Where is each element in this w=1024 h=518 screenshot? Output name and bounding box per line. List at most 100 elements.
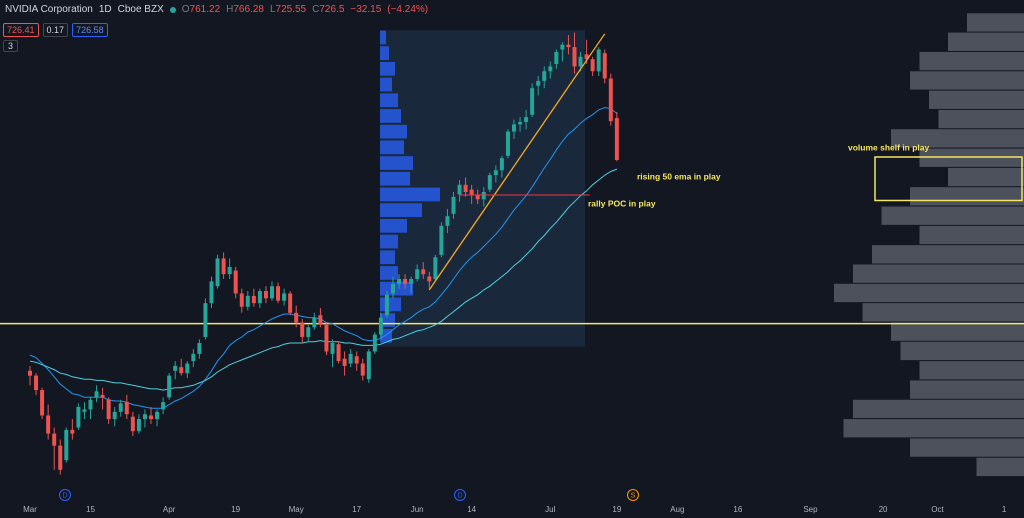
label: L: [269, 4, 276, 15]
candle-body: [439, 225, 444, 255]
volume-profile-bar: [919, 225, 1024, 245]
candle-body: [70, 429, 75, 434]
candle-body: [306, 327, 311, 337]
event-marker: [454, 489, 466, 501]
trendline: [428, 33, 606, 291]
candle-body: [197, 342, 202, 354]
candle-body: [40, 390, 45, 416]
candle-body: [403, 278, 408, 284]
candle-body: [505, 131, 510, 156]
candle-body: [118, 403, 123, 412]
x-tick-label: Aug: [670, 505, 684, 514]
indicator-toggle[interactable]: 3: [3, 40, 19, 52]
candle-body: [142, 414, 147, 420]
candle-body: [512, 124, 516, 132]
volume-profile-bar: [948, 167, 1024, 187]
event-label: D: [62, 492, 67, 499]
candle-body: [155, 411, 160, 420]
annotation: volume shelf in play: [848, 142, 930, 152]
candle-body: [572, 47, 577, 67]
candle-body: [52, 433, 57, 446]
label: H: [226, 4, 234, 15]
candle-body: [263, 291, 268, 299]
x-tick-label: 20: [879, 505, 888, 514]
ohlc-low: L725.55: [270, 4, 306, 15]
ohlc-open: O761.22: [182, 4, 220, 15]
x-tick-label: Jul: [545, 505, 555, 514]
label: C: [312, 4, 320, 15]
candle-body: [130, 416, 135, 432]
range-profile-bar: [380, 124, 407, 139]
volume-profile-bar: [910, 380, 1024, 399]
ohlc-high: H766.28: [226, 4, 264, 15]
candle-body: [391, 283, 395, 294]
volume-profile-bar: [948, 32, 1024, 51]
candle-body: [64, 429, 69, 461]
candle-body: [451, 196, 456, 214]
volume-profile-bar: [929, 90, 1024, 109]
x-tick-label: Sep: [803, 505, 818, 514]
candle-body: [530, 88, 535, 115]
candle-body: [415, 269, 420, 279]
candle-body: [457, 184, 462, 195]
annotation: rally POC in play: [588, 198, 656, 208]
value: 726.5: [319, 4, 345, 15]
candle-body: [215, 258, 220, 287]
candle-body: [191, 353, 196, 362]
range-profile-bar: [380, 171, 410, 186]
shelf-box: [874, 156, 1023, 202]
bid[interactable]: 726.41: [3, 23, 39, 37]
candle-body: [173, 365, 178, 371]
volume-profile-bar: [910, 438, 1024, 457]
event-label: D: [457, 492, 462, 499]
candle-body: [318, 315, 323, 325]
candle-body: [518, 121, 523, 125]
x-tick-label: 19: [612, 505, 621, 514]
candle-body: [524, 117, 529, 122]
x-tick-label: Oct: [931, 505, 944, 514]
status-dot: [169, 6, 176, 13]
candle-body: [433, 257, 438, 279]
symbol[interactable]: NVIDIA Corporation: [5, 4, 93, 15]
candle-body: [608, 78, 613, 122]
candle-body: [469, 189, 474, 195]
ask[interactable]: 726.58: [72, 23, 108, 37]
candle-body: [384, 294, 389, 316]
candle-body: [257, 291, 262, 304]
range-profile-bar: [380, 250, 395, 265]
exchange: Cboe BZX: [117, 4, 164, 15]
candle-body: [282, 293, 287, 301]
volume-profile-bar: [900, 341, 1024, 361]
candle-body: [566, 44, 571, 48]
candle-body: [161, 402, 166, 410]
label: O: [181, 4, 190, 15]
candle-body: [584, 54, 589, 60]
range-profile-bar: [380, 61, 395, 76]
candle-body: [409, 278, 414, 284]
candle-body: [445, 216, 450, 226]
interval[interactable]: 1D: [98, 4, 112, 15]
range-profile-bar: [380, 297, 401, 312]
candle-body: [88, 399, 93, 410]
range-profile-bar: [380, 77, 392, 92]
candle-body: [276, 286, 281, 301]
candle-body: [28, 370, 32, 376]
volume-profile-bar: [976, 457, 1024, 477]
value: 725.55: [275, 4, 307, 15]
candle-body: [179, 367, 184, 374]
quote-boxes: 726.41 0.17 726.58: [3, 23, 108, 37]
candle-body: [58, 445, 63, 470]
candle-body: [239, 293, 244, 307]
x-tick-label: 16: [733, 505, 742, 514]
candle-body: [421, 269, 426, 275]
candle-body: [270, 286, 274, 299]
value: 761.22: [189, 4, 221, 15]
range-profile-bar: [380, 46, 389, 60]
candle-body: [548, 66, 553, 72]
volume-profile-bar: [919, 51, 1024, 71]
candle-body: [124, 402, 129, 415]
candle-body: [487, 175, 492, 190]
candle-body: [342, 358, 347, 366]
volume-profile-bar: [891, 129, 1024, 148]
